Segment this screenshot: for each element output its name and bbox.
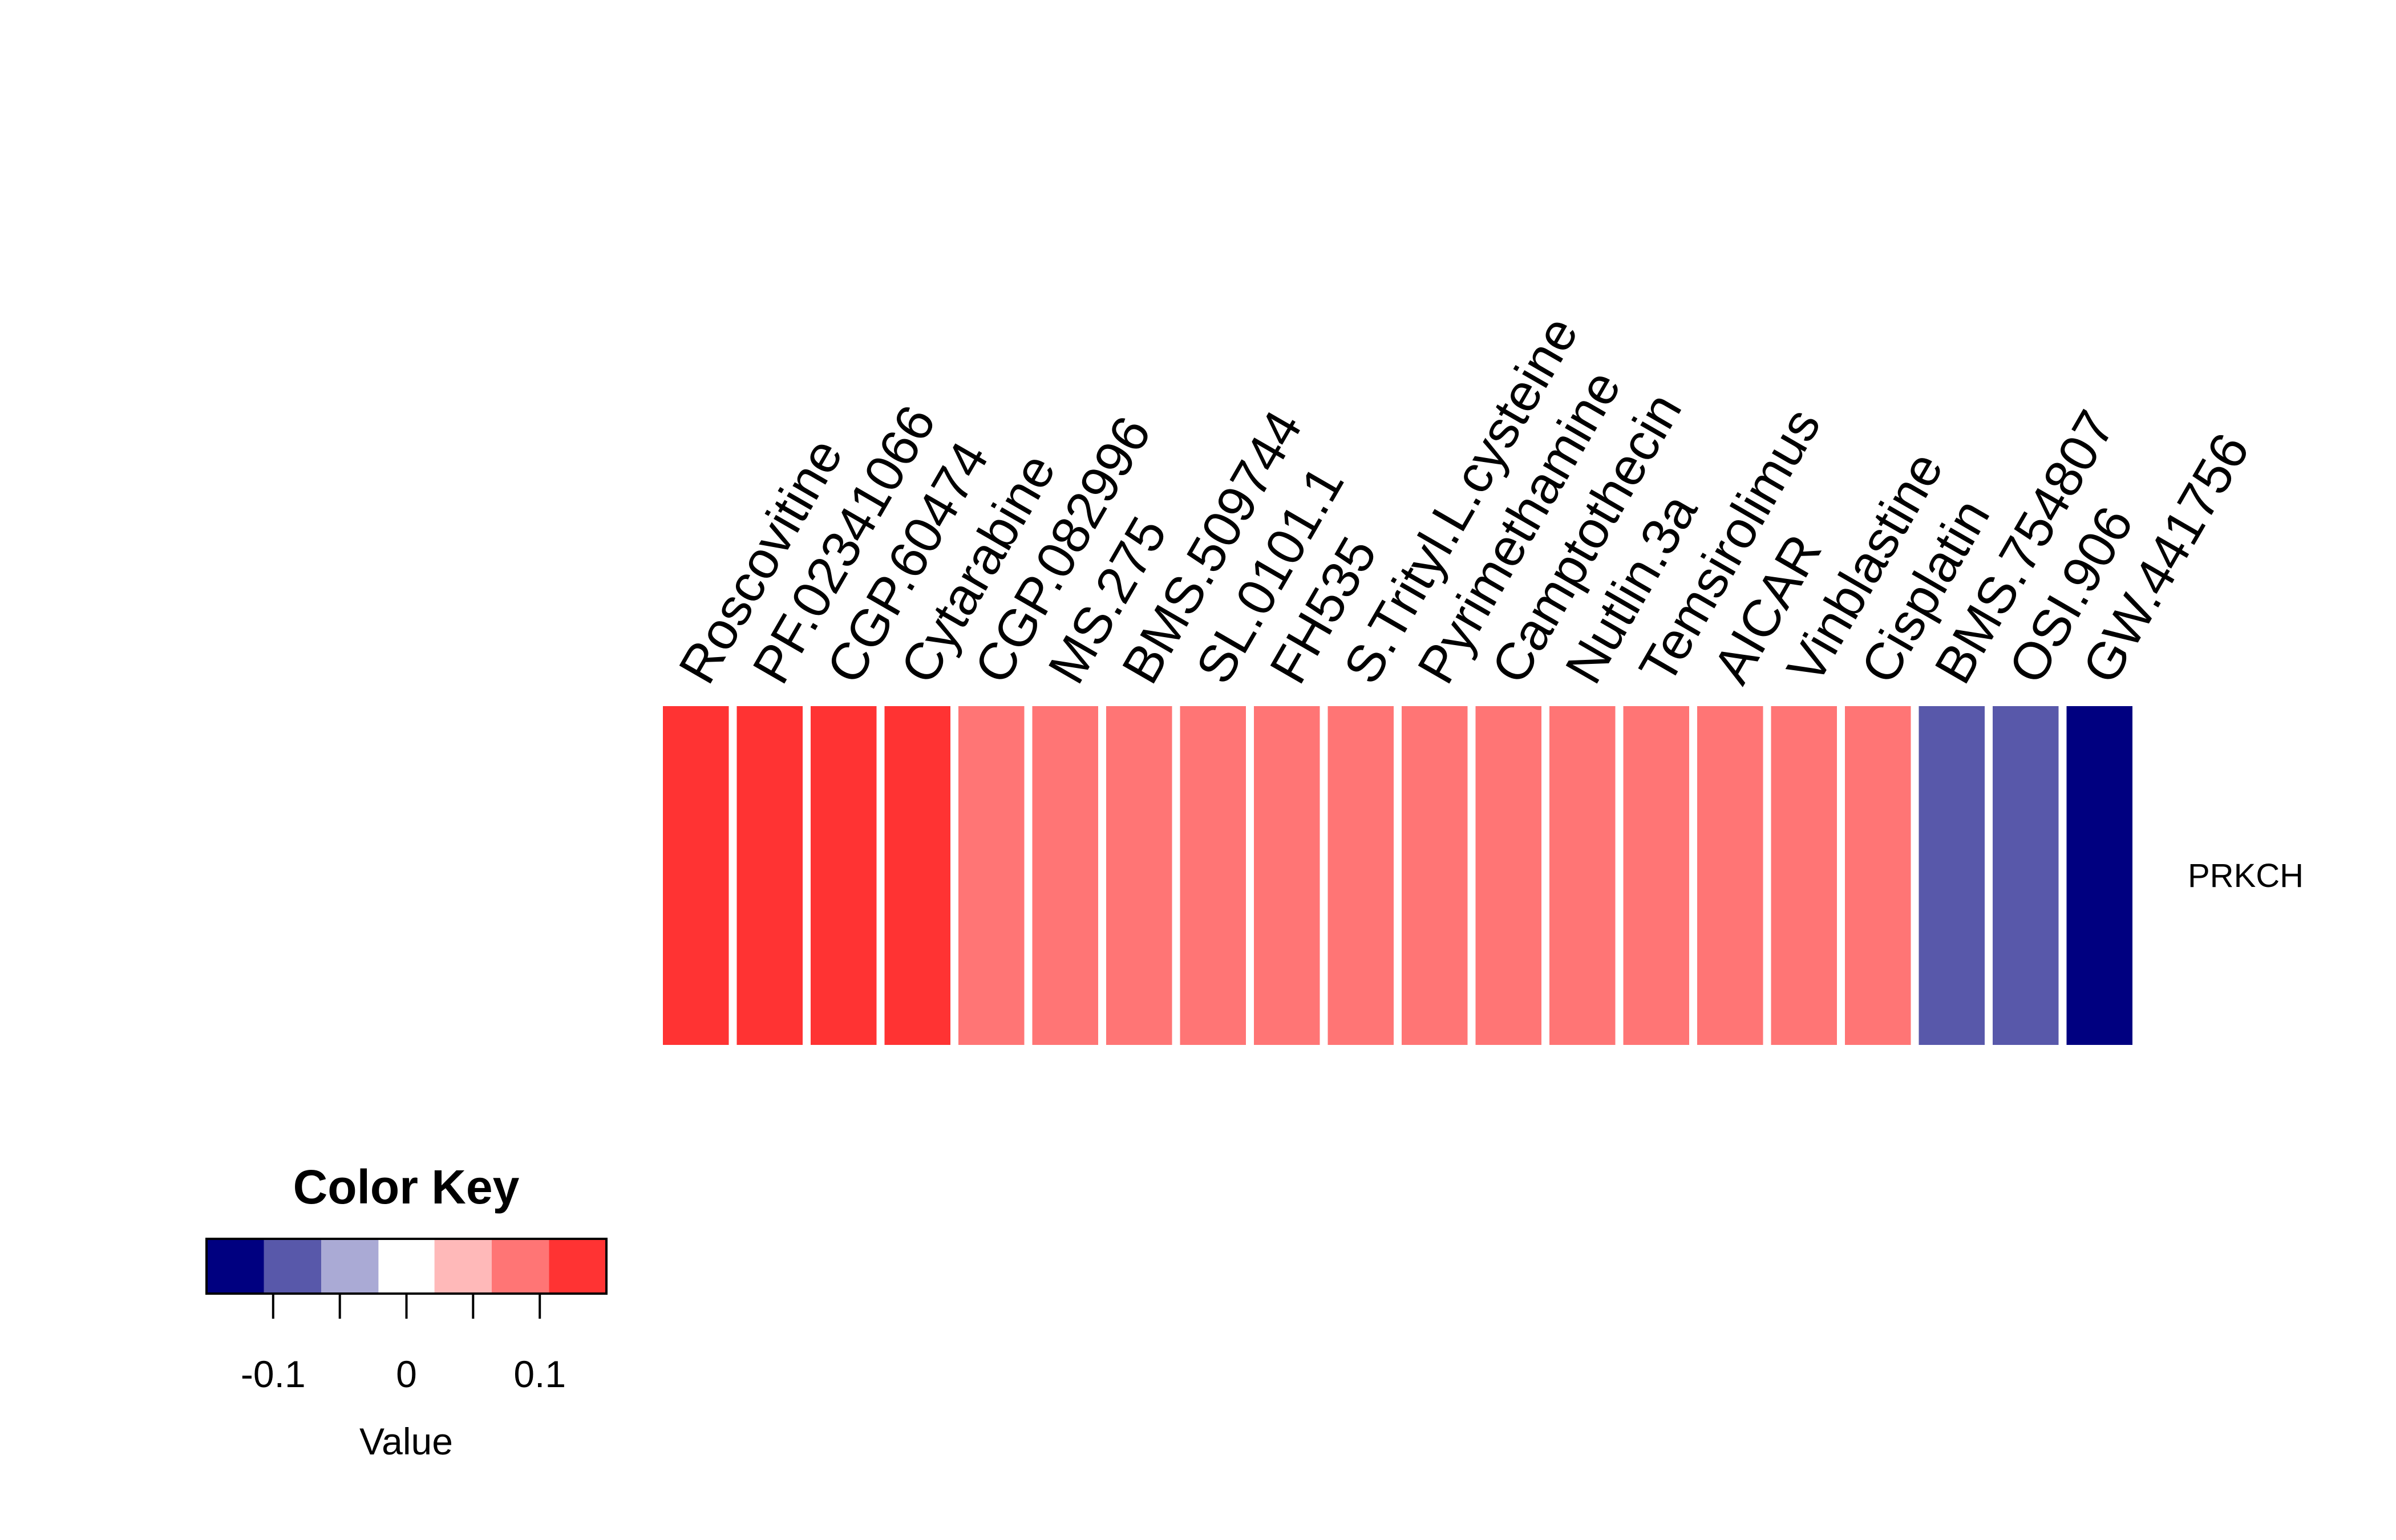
heatmap-cells bbox=[663, 706, 2132, 1045]
color-key-bands bbox=[205, 1238, 608, 1295]
heatmap-cell bbox=[1993, 706, 2059, 1045]
heatmap-cell bbox=[736, 706, 803, 1045]
column-labels: RoscovitinePF.02341066CGP.60474Cytarabin… bbox=[668, 307, 2261, 693]
color-key-band bbox=[492, 1239, 550, 1294]
color-key-title: Color Key bbox=[293, 1160, 520, 1214]
heatmap-cell bbox=[1623, 706, 1689, 1045]
color-key-tick-label: -0.1 bbox=[241, 1353, 306, 1395]
heatmap-cell bbox=[1254, 706, 1320, 1045]
color-key-band bbox=[378, 1239, 435, 1294]
heatmap-cell bbox=[1697, 706, 1763, 1045]
heatmap-cell bbox=[1549, 706, 1616, 1045]
heatmap-cell bbox=[2066, 706, 2132, 1045]
color-key-band bbox=[264, 1239, 322, 1294]
heatmap-cell bbox=[1919, 706, 1985, 1045]
row-label: PRKCH bbox=[2188, 857, 2304, 894]
color-key-axis-label: Value bbox=[359, 1420, 453, 1462]
color-key-tick-label: 0.1 bbox=[513, 1353, 566, 1395]
color-key-band bbox=[434, 1239, 492, 1294]
color-key: Color Key -0.1 0 0.1 Value bbox=[205, 1160, 608, 1462]
heatmap-cell bbox=[1180, 706, 1246, 1045]
heatmap-cell bbox=[1402, 706, 1468, 1045]
heatmap-cell bbox=[884, 706, 950, 1045]
color-key-band bbox=[207, 1239, 265, 1294]
row-labels: PRKCH bbox=[2188, 857, 2304, 894]
heatmap-cell bbox=[1845, 706, 1911, 1045]
color-key-tick-label: 0 bbox=[396, 1353, 417, 1395]
heatmap-cell bbox=[1106, 706, 1172, 1045]
heatmap-cell bbox=[811, 706, 877, 1045]
heatmap-cell bbox=[1032, 706, 1098, 1045]
heatmap-cell bbox=[1327, 706, 1394, 1045]
heatmap-cell bbox=[663, 706, 729, 1045]
heatmap-cell bbox=[958, 706, 1025, 1045]
heatmap-cell bbox=[1475, 706, 1541, 1045]
color-key-band bbox=[549, 1239, 607, 1294]
color-key-band bbox=[321, 1239, 379, 1294]
color-key-ticks: -0.1 0 0.1 bbox=[241, 1294, 566, 1395]
heatmap-cell bbox=[1771, 706, 1837, 1045]
